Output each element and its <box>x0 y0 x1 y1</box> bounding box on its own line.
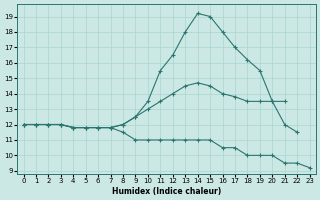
X-axis label: Humidex (Indice chaleur): Humidex (Indice chaleur) <box>112 187 221 196</box>
